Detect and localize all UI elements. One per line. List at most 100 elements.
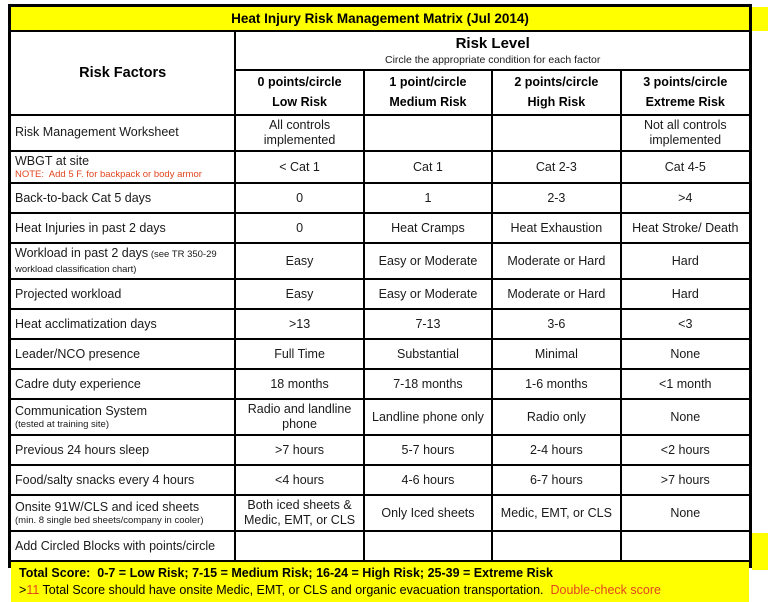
factor-text: Projected workload [15,286,122,301]
condition-cell: Radio and landline phone [234,398,365,437]
factor-label: Add Circled Blocks with points/circle [11,530,237,561]
condition-cell: 7-18 months [362,368,494,401]
condition-cell: Medic, EMT, or CLS [491,494,622,533]
factor-text: Heat Injuries in past 2 days [15,220,166,235]
condition-cell: Easy [234,242,365,281]
factor-label: Cadre duty experience [11,368,237,401]
table-row: Risk Management Worksheet All controls im… [11,113,749,152]
condition-cell: None [619,494,749,533]
title-band-bleed [752,7,768,31]
condition-cell: >7 hours [619,464,749,497]
condition-cell: Landline phone only [362,398,494,437]
condition-cell: Heat Exhaustion [491,212,622,245]
condition-cell: 7-13 [362,308,494,341]
factor-label: WBGT at site NOTE: Add 5 F. for backpack … [11,149,237,185]
factor-label: Workload in past 2 days (see TR 350-29 w… [11,242,237,281]
evacuation-note-text: Total Score should have onsite Medic, EM… [39,583,551,598]
condition-cell: Substantial [362,338,494,371]
total-score-line: Total Score: 0-7 = Low Risk; 7-15 = Medi… [19,566,553,581]
condition-cell: Both iced sheets & Medic, EMT, or CLS [234,494,365,533]
condition-cell [491,530,622,561]
condition-cell: Easy [234,278,365,311]
condition-cell [619,530,749,561]
table-row: Onsite 91W/CLS and iced sheets (min. 8 si… [11,494,749,533]
condition-cell: Cat 2-3 [491,149,622,185]
table-row: Communication System (tested at training … [11,398,749,437]
condition-cell: 4-6 hours [362,464,494,497]
page-title: Heat Injury Risk Management Matrix (Jul … [11,7,749,32]
factor-text: Back-to-back Cat 5 days [15,190,152,205]
risk-level-label: High Risk [527,94,586,109]
condition-cell: <4 hours [234,464,365,497]
table-row: Food/salty snacks every 4 hours <4 hours 4… [11,464,749,497]
risk-factors-header: Risk Factors [11,32,237,116]
condition-cell: None [619,338,749,371]
factor-label: Leader/NCO presence [11,338,237,371]
condition-cell: Cat 1 [362,149,494,185]
factor-text: Add Circled Blocks with points/circle [15,538,216,553]
condition-cell: Moderate or Hard [491,278,622,311]
condition-cell: Full Time [234,338,365,371]
column-header-high-risk: 2 points/circle High Risk [491,69,622,116]
points-label: 0 points/circle [257,75,342,90]
factor-text: Cadre duty experience [15,376,141,391]
table-row: Heat Injuries in past 2 days 0 Heat Cramps… [11,212,749,245]
condition-cell: Minimal [491,338,622,371]
table-row: Projected workload Easy Easy or Moderate Mo… [11,278,749,311]
points-label: 1 point/circle [389,75,467,90]
condition-cell: 1 [362,182,494,215]
condition-cell: Heat Stroke/ Death [619,212,749,245]
factor-text: Communication System [15,404,147,419]
risk-level-label: Medium Risk [389,94,467,109]
condition-cell: >7 hours [234,434,365,467]
condition-cell: Radio only [491,398,622,437]
table-row: Back-to-back Cat 5 days 0 1 2-3 >4 [11,182,749,215]
condition-cell: 18 months [234,368,365,401]
condition-cell: <3 [619,308,749,341]
table-header: Risk Factors Risk Level Circle the appro… [11,32,749,116]
condition-cell: 2-4 hours [491,434,622,467]
factor-label: Projected workload [11,278,237,311]
condition-cell: 2-3 [491,182,622,215]
factor-text: Leader/NCO presence [15,346,141,361]
factor-label: Risk Management Worksheet [11,113,237,152]
condition-cell: Only Iced sheets [362,494,494,533]
table-row: Cadre duty experience 18 months 7-18 month… [11,368,749,401]
condition-cell: 0 [234,212,365,245]
table-row: Workload in past 2 days (see TR 350-29 w… [11,242,749,281]
table-row: Add Circled Blocks with points/circle [11,530,749,561]
column-header-medium-risk: 1 point/circle Medium Risk [362,69,494,116]
risk-level-label: Low Risk [272,94,327,109]
condition-cell [491,113,622,152]
table-row: Previous 24 hours sleep >7 hours 5-7 hours… [11,434,749,467]
condition-cell: 3-6 [491,308,622,341]
header-row-top: Risk Factors Risk Level Circle the appro… [11,32,749,116]
double-check-note: Double-check score [550,583,661,598]
risk-matrix-table: Risk Factors Risk Level Circle the appro… [11,32,749,561]
condition-cell: Hard [619,242,749,281]
factor-sub-text: (tested at training site) [15,419,109,431]
factor-label: Food/salty snacks every 4 hours [11,464,237,497]
condition-cell [234,530,365,561]
condition-cell: Cat 4-5 [619,149,749,185]
factor-label: Previous 24 hours sleep [11,434,237,467]
condition-cell [362,113,494,152]
risk-level-subtitle: Circle the appropriate condition for eac… [384,53,601,66]
condition-cell: Heat Cramps [362,212,494,245]
factor-text: Food/salty snacks every 4 hours [15,472,195,487]
table-body: Risk Management Worksheet All controls im… [11,113,749,561]
risk-level-title: Risk Level [455,35,530,52]
table-row: Leader/NCO presence Full Time Substantial M… [11,338,749,371]
table-row: Heat acclimatization days >13 7-13 3-6 <3 [11,308,749,341]
condition-cell: < Cat 1 [234,149,365,185]
factor-text: WBGT at site [15,153,90,168]
column-header-extreme-risk: 3 points/circle Extreme Risk [619,69,749,116]
condition-cell: 6-7 hours [491,464,622,497]
condition-cell: Hard [619,278,749,311]
condition-cell: Easy or Moderate [362,278,494,311]
factor-sub-text: (min. 8 single bed sheets/company in coo… [15,515,204,527]
condition-cell [362,530,494,561]
factor-text: Workload in past 2 days [15,246,149,261]
condition-cell: >4 [619,182,749,215]
gt-symbol: > [19,583,27,598]
